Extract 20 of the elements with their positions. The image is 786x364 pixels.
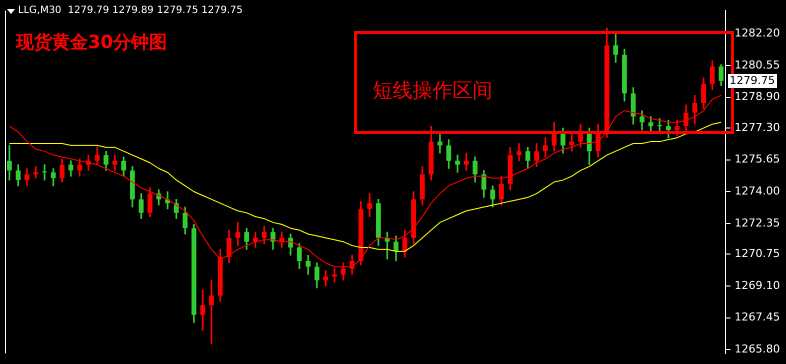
y-tick-label: 1274.00: [734, 184, 780, 198]
y-tick-label: 1277.30: [734, 120, 780, 134]
candlestick: [209, 280, 214, 344]
text: 现货黄金30分钟图: [16, 31, 168, 54]
annotation: LLG,M30 1279.79 1279.89 1279.75 1279.75: [18, 5, 243, 16]
y-tick-label: 1272.35: [734, 216, 780, 230]
annotation: 短线操作区间: [372, 77, 492, 104]
y-tick-label: 1269.10: [734, 278, 780, 292]
y-tick-label: 1275.65: [734, 152, 780, 166]
candlestick: [455, 154, 460, 173]
candlestick: [438, 134, 442, 154]
y-tick-label: 1280.55: [734, 58, 780, 72]
y-tick-label: 1265.80: [734, 342, 780, 356]
candlestick: [516, 143, 522, 162]
text: 1279.75: [728, 74, 777, 88]
y-tick-label: 1278.90: [734, 90, 780, 104]
y-tick-label: 1282.20: [734, 26, 780, 40]
y-tick-label: 1270.75: [734, 247, 780, 260]
candlestick: [42, 164, 47, 180]
y-tick-label: 1267.45: [734, 310, 780, 324]
